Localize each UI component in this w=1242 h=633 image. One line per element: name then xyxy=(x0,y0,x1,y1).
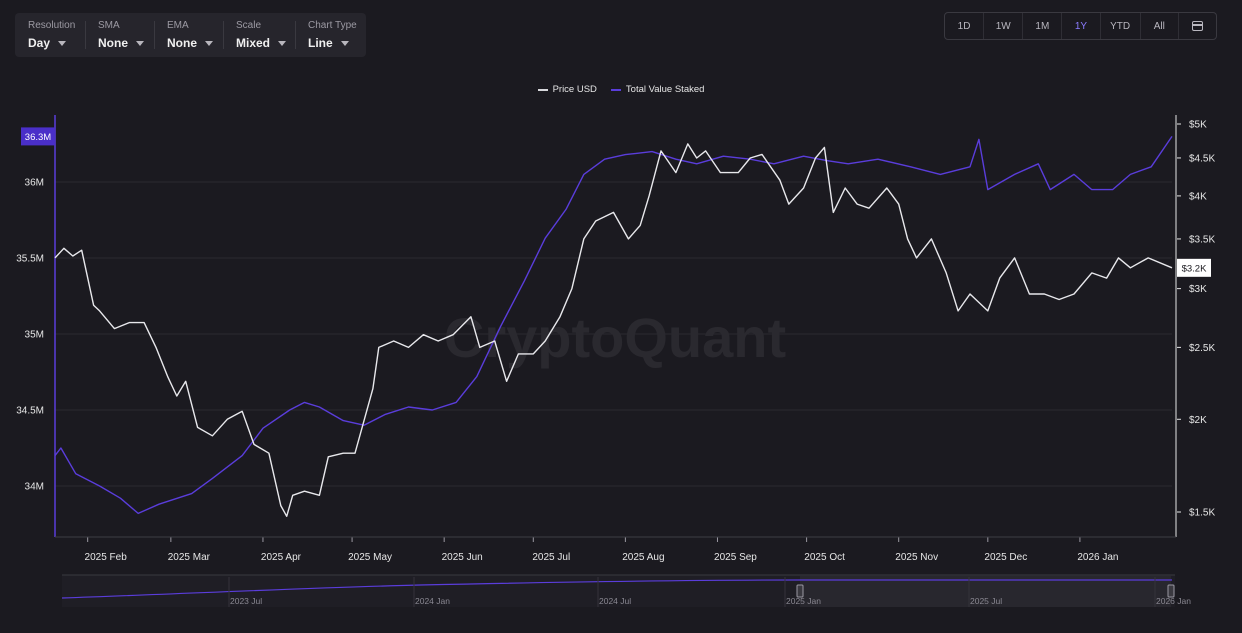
legend-item-staked[interactable]: Total Value Staked xyxy=(610,84,705,95)
chart-type-dropdown[interactable]: Chart Type Line xyxy=(295,13,366,57)
x-axis-tick-label: 2025 May xyxy=(348,552,392,563)
range-button-1m[interactable]: 1M xyxy=(1023,13,1063,39)
series-line-total-value-staked xyxy=(54,136,1173,515)
right-current-value-badge xyxy=(1177,258,1211,277)
x-axis-tick-label: 2025 Apr xyxy=(261,552,302,563)
calendar-icon xyxy=(1191,21,1203,31)
chart-type-value: Line xyxy=(308,36,333,50)
chevron-down-icon xyxy=(136,40,144,46)
chevron-down-icon xyxy=(340,40,349,46)
x-axis-tick-label: 2025 Aug xyxy=(622,552,664,563)
time-range-selector: 1D 1W 1M 1Y YTD All xyxy=(944,12,1217,40)
navigator-tick-label: 2023 Jul xyxy=(230,596,262,606)
x-axis-tick-label: 2025 Jun xyxy=(442,552,483,563)
ema-dropdown[interactable]: EMA None xyxy=(154,13,223,57)
navigator-tick-label: 2025 Jan xyxy=(786,596,821,606)
calendar-button[interactable] xyxy=(1179,13,1216,39)
left-current-value-badge xyxy=(21,127,55,146)
right-current-value-label: $3.2K xyxy=(1182,263,1207,274)
x-axis-tick-label: 2025 Feb xyxy=(85,552,128,563)
chart-type-label: Chart Type xyxy=(308,20,357,31)
x-axis-tick-label: 2025 Dec xyxy=(984,552,1027,563)
left-axis-tick-label: 34M xyxy=(25,482,44,493)
right-axis-tick-label: $5K xyxy=(1189,120,1207,131)
chevron-down-icon xyxy=(58,40,67,46)
navigator-right-handle[interactable] xyxy=(1167,584,1175,598)
right-axis-tick-label: $4K xyxy=(1189,191,1207,202)
resolution-label: Resolution xyxy=(28,20,76,31)
left-axis-tick-label: 35.5M xyxy=(16,254,44,265)
chart-axes xyxy=(54,115,1181,542)
x-axis-tick-label: 2025 Nov xyxy=(895,552,938,563)
series-layer xyxy=(54,136,1173,517)
chevron-down-icon xyxy=(278,40,287,46)
scale-value: Mixed xyxy=(236,36,271,50)
legend-label-price: Price USD xyxy=(552,84,597,95)
ema-label: EMA xyxy=(167,20,189,31)
navigator-series-line xyxy=(61,579,1173,599)
sma-label: SMA xyxy=(98,20,120,31)
right-axis-tick-label: $2.5K xyxy=(1189,343,1215,354)
right-axis-tick-label: $4.5K xyxy=(1189,153,1215,164)
range-button-1d[interactable]: 1D xyxy=(945,13,985,39)
navigator-selected-range[interactable] xyxy=(800,576,1171,607)
chart-legend: Price USD Total Value Staked xyxy=(0,84,1242,95)
chart-controls-toolbar: Resolution Day SMA None EMA None Scale M… xyxy=(15,13,366,57)
navigator-tick-label: 2026 Jan xyxy=(1156,596,1191,606)
sma-dropdown[interactable]: SMA None xyxy=(85,13,154,57)
x-axis-tick-label: 2025 Mar xyxy=(168,552,211,563)
legend-label-staked: Total Value Staked xyxy=(625,84,705,95)
chevron-down-icon xyxy=(205,40,213,46)
navigator-panel[interactable]: 2023 Jul 2024 Jan 2024 Jul 2025 Jan 2025 Jul… xyxy=(61,574,1191,607)
axis-labels: 34M 34.5M 35M 35.5M 36M $1.5K $2K $2.5K $3K $3.5K… xyxy=(16,120,1215,564)
resolution-value: Day xyxy=(28,36,51,50)
range-button-ytd[interactable]: YTD xyxy=(1101,13,1141,39)
range-button-1y[interactable]: 1Y xyxy=(1062,13,1101,39)
legend-item-price[interactable]: Price USD xyxy=(537,84,597,95)
series-line-price-usd xyxy=(54,143,1173,517)
left-axis-tick-label: 34.5M xyxy=(16,406,44,417)
range-button-1w[interactable]: 1W xyxy=(984,13,1024,39)
navigator-tick-label: 2024 Jul xyxy=(599,596,631,606)
scale-dropdown[interactable]: Scale Mixed xyxy=(223,13,295,57)
x-axis-tick-label: 2026 Jan xyxy=(1077,552,1118,563)
resolution-dropdown[interactable]: Resolution Day xyxy=(15,13,85,57)
x-axis-tick-label: 2025 Jul xyxy=(532,552,570,563)
right-axis-tick-label: $3K xyxy=(1189,284,1207,295)
watermark-text: CryptoQuant xyxy=(444,306,786,369)
right-axis-tick-label: $3.5K xyxy=(1189,234,1215,245)
right-axis-tick-label: $2K xyxy=(1189,415,1207,426)
left-axis-tick-label: 35M xyxy=(25,330,44,341)
gridlines xyxy=(55,181,1172,487)
x-axis-tick-label: 2025 Sep xyxy=(714,552,757,563)
legend-swatch-staked xyxy=(610,88,621,91)
legend-swatch-price xyxy=(537,88,548,91)
range-button-all[interactable]: All xyxy=(1141,13,1179,39)
left-current-value-label: 36.3M xyxy=(25,132,51,143)
left-axis-tick-label: 36M xyxy=(25,178,44,189)
sma-value: None xyxy=(98,36,128,50)
ema-value: None xyxy=(167,36,197,50)
navigator-tick-label: 2025 Jul xyxy=(970,596,1002,606)
right-axis-tick-label: $1.5K xyxy=(1189,508,1215,519)
navigator-left-handle[interactable] xyxy=(796,584,804,598)
navigator-tick-label: 2024 Jan xyxy=(415,596,450,606)
x-axis-tick-label: 2025 Oct xyxy=(804,552,845,563)
scale-label: Scale xyxy=(236,20,262,31)
